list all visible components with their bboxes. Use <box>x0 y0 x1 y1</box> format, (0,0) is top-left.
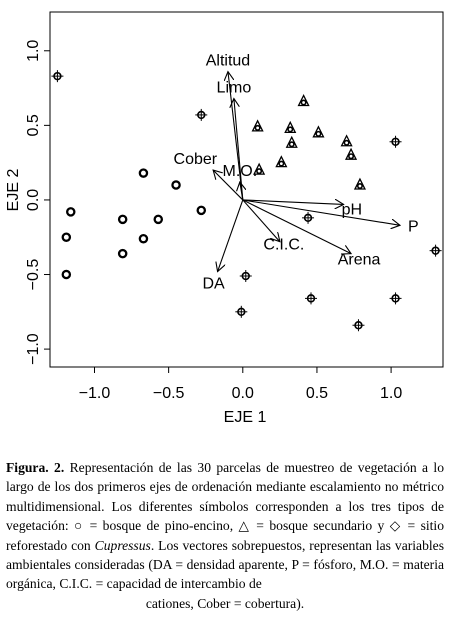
x-tick-label: 0.0 <box>232 385 254 402</box>
vector-arrow <box>228 72 244 201</box>
vector-label: pH <box>342 201 362 218</box>
x-tick-label: 0.5 <box>306 385 328 402</box>
vector-arrow <box>213 170 244 201</box>
pine-oak-forest-point <box>153 214 164 225</box>
pine-oak-forest-point <box>61 232 72 242</box>
secondary-forest-point <box>297 94 310 107</box>
y-tick-label: −0.5 <box>25 259 42 291</box>
vector-label: Arena <box>338 252 381 269</box>
vector-arrow <box>218 199 244 272</box>
vector-label: Cober <box>174 151 218 168</box>
vector-arrow <box>242 199 351 254</box>
caption-text-part-2: . Los vectores sobrepuestos, representan… <box>6 537 444 592</box>
pine-oak-forest-point <box>61 269 72 280</box>
y-axis: −1.0 −0.5 0.0 0.5 1.0 <box>25 40 50 365</box>
secondary-forest-point <box>284 120 297 133</box>
pine-oak-forest-point <box>196 205 207 216</box>
secondary-forest-point <box>275 155 288 168</box>
pine-oak-forest-point <box>66 207 76 217</box>
plot-points <box>51 70 442 332</box>
pine-oak-forest-point <box>138 233 149 244</box>
vector-label: Limo <box>217 80 252 97</box>
vector-label: DA <box>202 276 225 293</box>
triangle-inner-ring <box>356 183 363 190</box>
secondary-forest-point <box>353 177 367 190</box>
triangle-inner-ring <box>288 141 295 148</box>
triangle-inner-ring <box>256 168 263 175</box>
secondary-forest-point <box>251 119 264 132</box>
vector-arrow <box>234 99 244 200</box>
secondary-forest-point <box>312 125 325 138</box>
vector-arrow <box>242 199 280 242</box>
vector-label: P <box>408 218 419 235</box>
triangle-inner-ring <box>287 126 294 133</box>
secondary-forest-point <box>340 134 353 147</box>
reforested-site-point <box>389 135 402 148</box>
secondary-forest-point <box>345 147 358 160</box>
y-tick-label: 0.0 <box>25 189 42 211</box>
plot-frame <box>49 11 444 368</box>
reforested-site-point <box>302 211 315 224</box>
x-axis: −1.0 −0.5 0.0 0.5 1.0 <box>79 367 402 402</box>
vector-arrow <box>240 182 243 201</box>
triangle-inner-ring <box>343 139 350 146</box>
reforested-site-point <box>352 319 365 332</box>
y-tick-label: 1.0 <box>25 40 42 62</box>
figure-caption: Figura. 2. Representación de las 30 parc… <box>6 458 444 613</box>
reforested-site-point <box>239 270 252 283</box>
pine-oak-forest-point <box>117 214 128 225</box>
x-tick-label: 1.0 <box>380 385 402 402</box>
secondary-forest-point <box>285 135 298 148</box>
vector-arrow <box>242 200 344 204</box>
vector-label: M.O. <box>222 163 257 180</box>
triangle-inner-ring <box>300 99 307 106</box>
x-tick-label: −1.0 <box>79 385 111 402</box>
pine-oak-forest-point <box>171 180 181 190</box>
triangle-inner-ring <box>315 130 322 137</box>
caption-text-part-1: Representación de las 30 parcelas de mue… <box>6 460 445 553</box>
y-axis-label: EJE 2 <box>5 169 22 212</box>
reforested-site-point <box>389 292 402 305</box>
caption-species-name: Cupressus <box>94 537 151 553</box>
pine-oak-forest-point <box>117 248 128 259</box>
x-tick-label: −0.5 <box>153 385 185 402</box>
vector-label: C.I.C. <box>263 237 304 254</box>
x-axis-label: EJE 1 <box>224 409 267 426</box>
triangle-inner-ring <box>254 124 261 131</box>
pine-oak-forest-point <box>138 168 149 178</box>
secondary-forest-point <box>253 162 266 175</box>
figure-label: Figura. 2. <box>6 460 65 475</box>
y-tick-label: −1.0 <box>25 333 42 365</box>
reforested-site-point <box>195 108 208 121</box>
reforested-site-point <box>429 244 442 257</box>
vector-arrow <box>242 199 400 225</box>
reforested-site-point <box>235 305 248 318</box>
vector-label: Altitud <box>206 53 250 70</box>
y-tick-label: 0.5 <box>25 114 42 136</box>
reforested-site-point <box>51 70 64 83</box>
reforested-site-point <box>305 292 318 305</box>
caption-last-line: cationes, Cober = cobertura). <box>145 595 305 611</box>
triangle-inner-ring <box>278 160 285 167</box>
triangle-inner-ring <box>348 153 355 160</box>
ordination-plot: −1.0 −0.5 0.0 0.5 1.0 −1.0 −0.5 0.0 0.5 1.0 Alti… <box>5 11 444 426</box>
